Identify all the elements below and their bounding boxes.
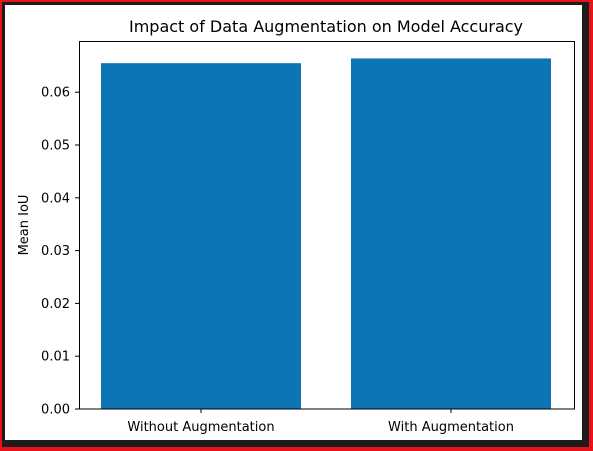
y-tick-label: 0.04 (41, 191, 70, 206)
y-tick-label: 0.05 (41, 139, 70, 154)
chart-title: Impact of Data Augmentation on Model Acc… (129, 17, 523, 36)
y-tick-label: 0.00 (41, 403, 70, 418)
y-tick-label: 0.06 (41, 86, 70, 101)
plot-area-frame (79, 41, 575, 410)
x-axis-ticks: Without Augmentation With Augmentation (127, 409, 514, 435)
x-tick-label: Without Augmentation (127, 420, 274, 435)
bars (101, 58, 551, 409)
y-axis-ticks: 0.00 0.01 0.02 0.03 0.04 0.05 0.06 (41, 86, 79, 418)
bar-with-augmentation (351, 58, 551, 409)
y-axis-label: Mean IoU (17, 195, 32, 256)
y-tick-label: 0.01 (41, 350, 70, 365)
y-tick-label: 0.02 (41, 297, 70, 312)
y-tick-label: 0.03 (41, 244, 70, 259)
bar-without-augmentation (101, 63, 301, 409)
x-tick-label: With Augmentation (388, 420, 514, 435)
